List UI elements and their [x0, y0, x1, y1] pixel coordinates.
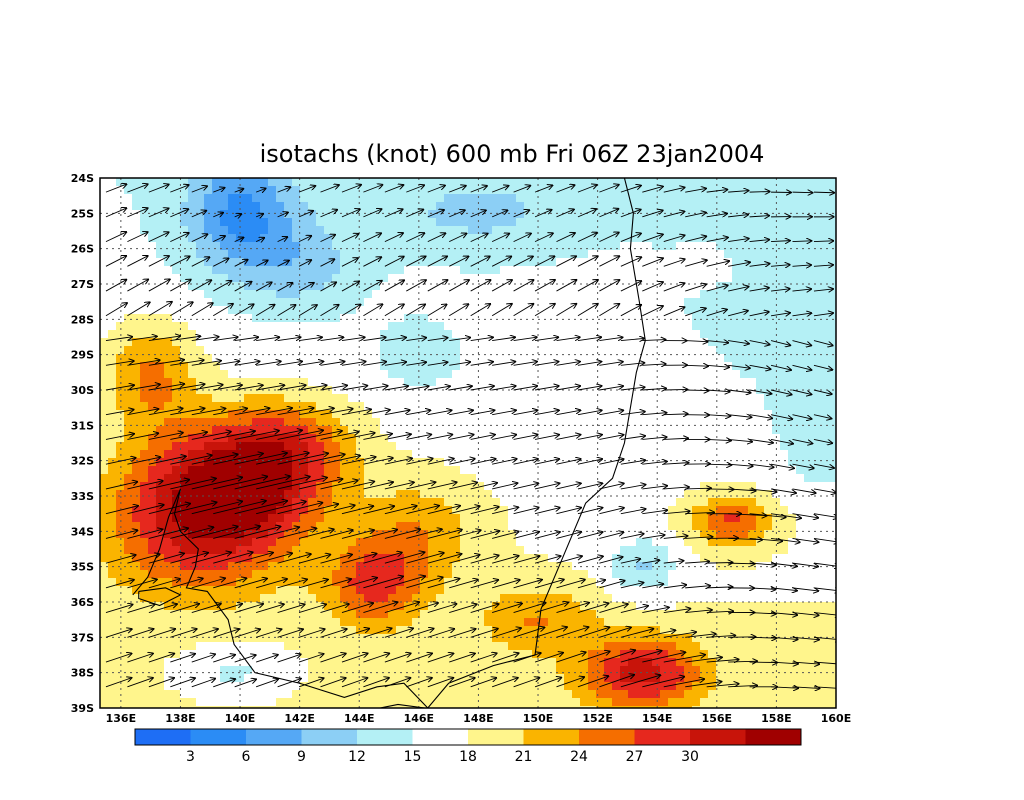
colorbar-swatch	[357, 729, 413, 745]
isotach-shading	[100, 178, 836, 708]
colorbar-swatch	[579, 729, 635, 745]
lon-tick-label: 158E	[761, 712, 791, 725]
lon-tick-label: 144E	[344, 712, 374, 725]
colorbar-swatch	[412, 729, 469, 745]
colorbar-swatch	[634, 729, 691, 745]
lat-tick-label: 38S	[71, 667, 94, 680]
colorbar-label: 18	[459, 749, 477, 765]
lat-tick-label: 34S	[71, 525, 94, 538]
lon-tick-label: 146E	[404, 712, 434, 725]
lon-tick-label: 152E	[582, 712, 612, 725]
plot-frame	[99, 177, 837, 709]
lon-tick-label: 150E	[523, 712, 553, 725]
lat-tick-label: 36S	[71, 596, 94, 609]
lon-tick-label: 138E	[165, 712, 195, 725]
colorbar-label: 24	[570, 749, 588, 765]
lat-tick-label: 29S	[71, 349, 94, 362]
colorbar-label: 6	[242, 749, 251, 765]
axis-ticks: 136E 138E 140E 142E 144E 146E 148E 150E 152E 154E…	[71, 172, 851, 725]
plot-title: isotachs (knot) 600 mb Fri 06Z 23jan2004	[259, 140, 765, 168]
lon-tick-label: 148E	[463, 712, 493, 725]
lat-tick-label: 28S	[71, 313, 94, 326]
lat-tick-label: 37S	[71, 631, 94, 644]
colorbar-label: 3	[186, 749, 195, 765]
wind-vectors	[105, 184, 836, 688]
colorbar: 3 6 9 12 15 18 21 24 27 30	[134, 728, 802, 765]
colorbar-swatch	[135, 729, 191, 745]
lat-tick-label: 35S	[71, 561, 94, 574]
lon-tick-label: 160E	[821, 712, 851, 725]
colorbar-swatch	[690, 729, 746, 745]
lat-tick-label: 24S	[71, 172, 94, 185]
colorbar-label: 12	[348, 749, 366, 765]
colorbar-label: 15	[404, 749, 422, 765]
colorbar-label: 21	[515, 749, 533, 765]
colorbar-swatch	[468, 729, 524, 745]
lat-tick-label: 26S	[71, 243, 94, 256]
lat-tick-label: 31S	[71, 419, 94, 432]
colorbar-label: 30	[681, 749, 699, 765]
lon-tick-label: 142E	[284, 712, 314, 725]
lat-tick-label: 25S	[71, 207, 94, 220]
lat-tick-label: 30S	[71, 384, 94, 397]
lat-tick-label: 39S	[71, 702, 94, 715]
coastline	[132, 178, 646, 708]
lon-tick-label: 154E	[642, 712, 672, 725]
colorbar-label: 27	[626, 749, 644, 765]
lat-tick-label: 32S	[71, 455, 94, 468]
colorbar-swatch	[301, 729, 358, 745]
colorbar-swatch	[745, 729, 802, 745]
lat-tick-label: 33S	[71, 490, 94, 503]
colorbar-label: 9	[297, 749, 306, 765]
lon-tick-label: 156E	[702, 712, 732, 725]
colorbar-swatch	[246, 729, 302, 745]
colorbar-swatch	[523, 729, 580, 745]
lon-tick-label: 136E	[106, 712, 136, 725]
lat-tick-label: 27S	[71, 278, 94, 291]
lon-tick-label: 140E	[225, 712, 255, 725]
colorbar-swatch	[190, 729, 247, 745]
map-gridlines	[100, 178, 836, 708]
